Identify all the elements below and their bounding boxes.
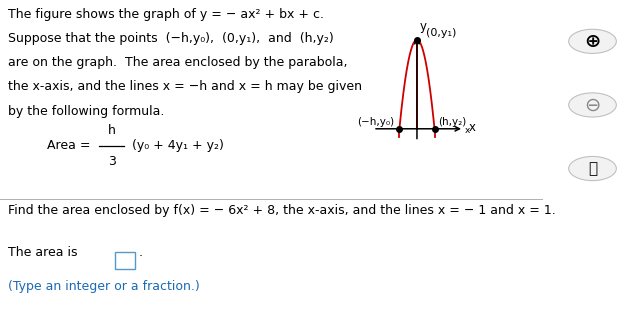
Text: by the following formula.: by the following formula. [8, 105, 164, 118]
Circle shape [569, 29, 616, 53]
Text: (h,y₂): (h,y₂) [438, 117, 466, 127]
Text: x: x [465, 126, 470, 135]
Text: 3: 3 [108, 155, 115, 168]
Text: (Type an integer or a fraction.): (Type an integer or a fraction.) [8, 280, 199, 293]
Text: The area is: The area is [8, 246, 81, 259]
Circle shape [569, 93, 616, 117]
Text: x: x [469, 121, 476, 134]
Text: are on the graph.  The area enclosed by the parabola,: are on the graph. The area enclosed by t… [8, 56, 347, 69]
Text: Area =: Area = [47, 139, 95, 152]
Text: Find the area enclosed by f(x) = − 6x² + 8, the x-axis, and the lines x = − 1 an: Find the area enclosed by f(x) = − 6x² +… [8, 204, 556, 217]
Text: Suppose that the points  (−h,y₀),  (0,y₁),  and  (h,y₂): Suppose that the points (−h,y₀), (0,y₁),… [8, 32, 334, 45]
Text: ⊕: ⊕ [584, 32, 601, 51]
Text: y: y [420, 20, 427, 33]
Text: (0,y₁): (0,y₁) [426, 28, 456, 38]
Circle shape [569, 156, 616, 181]
Text: (y₀ + 4y₁ + y₂): (y₀ + 4y₁ + y₂) [132, 139, 224, 152]
Text: The figure shows the graph of y = − ax² + bx + c.: The figure shows the graph of y = − ax² … [8, 8, 324, 21]
Text: ⊖: ⊖ [584, 95, 601, 114]
Text: ⧉: ⧉ [588, 161, 597, 176]
Text: .: . [139, 246, 142, 259]
Text: (−h,y₀): (−h,y₀) [357, 117, 394, 127]
Text: h: h [108, 124, 115, 137]
Text: the x-axis, and the lines x = −h and x = h may be given: the x-axis, and the lines x = −h and x =… [8, 80, 362, 93]
Bar [115, 252, 135, 269]
